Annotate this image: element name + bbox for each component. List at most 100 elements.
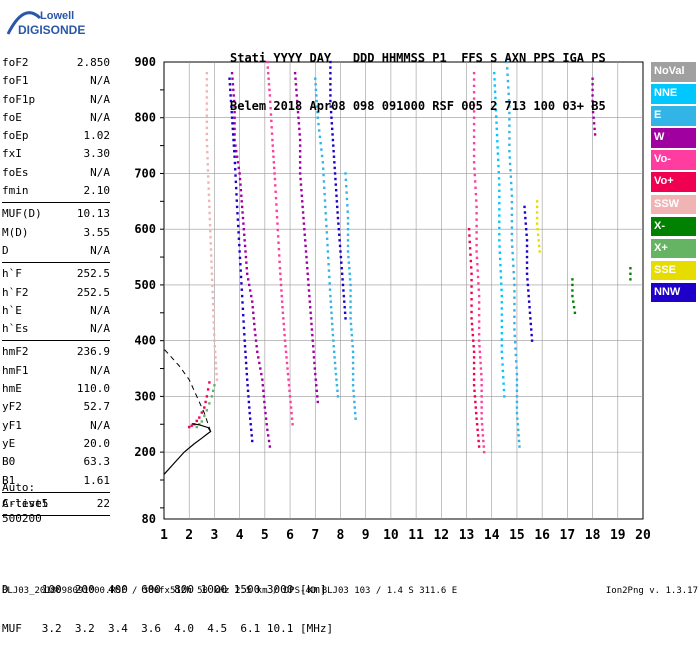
echo-point [495,115,498,118]
echo-point [480,423,484,426]
param-value: N/A [90,165,110,179]
echo-point [512,277,516,280]
echo-point [343,300,346,303]
echo-point [312,350,315,354]
echo-point [511,251,514,255]
echo-point [535,216,539,220]
echo-point [470,317,473,320]
x-tick-label: 18 [585,528,601,543]
echo-point [323,192,326,196]
echo-point [270,132,274,135]
station-header: Stati YYYY DAY DDD HHMMSS P1 FFS S AXN P… [230,18,606,130]
echo-point [212,333,216,336]
echo-point [499,270,502,273]
echo-point [295,88,298,92]
echo-point [537,244,541,248]
echo-point [527,294,530,298]
echo-point [238,243,241,247]
echo-point [232,94,235,97]
x-tick-label: 10 [383,528,399,543]
echo-point [239,275,243,279]
echo-point [243,345,247,348]
x-tick-label: 16 [534,528,550,543]
echo-point [349,289,352,292]
echo-point [305,255,308,259]
echo-point [304,244,307,248]
echo-point [290,417,294,420]
echo-point [318,129,321,132]
echo-point [472,339,475,342]
echo-point [591,77,594,80]
echo-point [573,311,577,314]
echo-point [331,133,334,136]
echo-point [261,384,265,387]
echo-point [211,284,214,288]
echo-point [314,83,317,86]
param-row: foF1p N/A [2,91,110,109]
param-value: 252.5 [76,267,110,281]
echo-point [477,307,481,311]
echo-point [510,213,514,217]
echo-point [493,90,497,93]
echo-point [262,389,265,393]
echo-point [258,361,261,365]
echo-point [240,200,243,203]
echo-point [328,282,331,285]
echo-point [278,267,282,270]
echo-point [309,317,313,320]
echo-point [211,389,215,393]
echo-point [515,360,518,363]
y-tick-label: 200 [134,445,156,459]
echo-point [500,338,504,341]
echo-point [478,345,481,348]
echo-point [342,289,345,292]
echo-point [298,166,302,170]
echo-point [205,144,209,148]
echo-point [330,122,334,125]
param-row: fmin 2.10 [2,182,110,200]
echo-point [288,395,292,398]
echo-point [513,283,516,287]
echo-point [496,152,500,155]
echo-point [334,183,337,186]
echo-point [480,372,483,376]
echo-direction-legend: NoVal NNE E W Vo- Vo+ SSW X- X+ SSE NNW [651,62,696,305]
echo-point [276,235,280,238]
echo-point [498,257,502,261]
echo-point [236,212,239,215]
echo-point [477,282,480,285]
echo-point [238,172,241,175]
echo-point [498,183,501,186]
echo-point [245,272,249,275]
echo-point [524,227,528,231]
echo-point [475,199,478,202]
echo-point [329,71,332,75]
echo-point [352,395,356,398]
echo-point [251,306,254,309]
echo-point [329,83,332,86]
echo-point [280,300,284,303]
echo-point [319,142,322,145]
echo-point [474,406,477,409]
echo-point [234,144,237,147]
echo-point [232,99,236,103]
auto-label: Auto: [2,481,36,494]
echo-point [514,347,517,350]
echo-point [353,400,356,404]
echo-point [475,212,478,215]
param-name: foEs [2,165,29,179]
echo-point [472,135,476,139]
echo-point [472,161,476,164]
echo-point [515,400,519,404]
echo-point [280,289,283,292]
echo-point [267,83,271,86]
echo-point [510,239,514,242]
x-tick-label: 7 [311,528,319,543]
echo-point [239,188,243,192]
echo-point [208,402,211,405]
echo-point [234,180,238,184]
echo-point [475,218,478,221]
echo-point [333,161,336,164]
echo-point [229,94,232,97]
echo-point [333,356,336,359]
